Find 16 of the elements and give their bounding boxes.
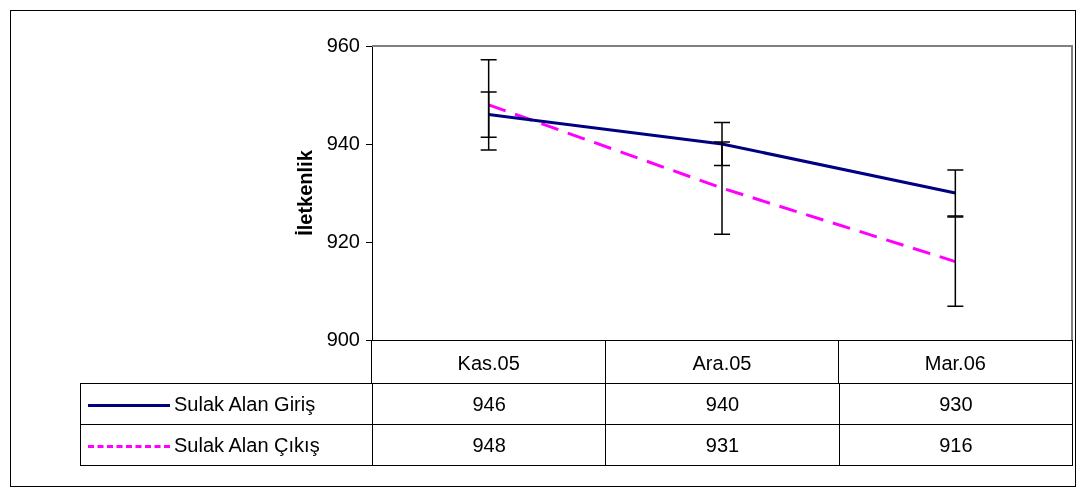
data-label: 916: [839, 424, 1073, 466]
y-tick-label: 940: [326, 131, 360, 154]
y-tick-label: 920: [326, 229, 360, 252]
x-tick-label: Kas.05: [457, 351, 520, 374]
data-label: 930: [839, 383, 1073, 425]
x-tick-label: Mar.06: [924, 351, 986, 374]
data-label: 931: [605, 424, 840, 466]
data-label: 940: [605, 383, 840, 425]
legend-label: Sulak Alan Giriş: [80, 383, 373, 425]
data-label: 946: [372, 383, 606, 425]
y-tick-label: 900: [326, 327, 360, 350]
data-label: 948: [372, 424, 606, 466]
y-axis-title: İletkenlik: [293, 149, 316, 236]
y-tick-label: 960: [326, 33, 360, 56]
x-tick-label: Ara.05: [692, 351, 752, 374]
legend-label: Sulak Alan Çıkış: [80, 424, 373, 466]
